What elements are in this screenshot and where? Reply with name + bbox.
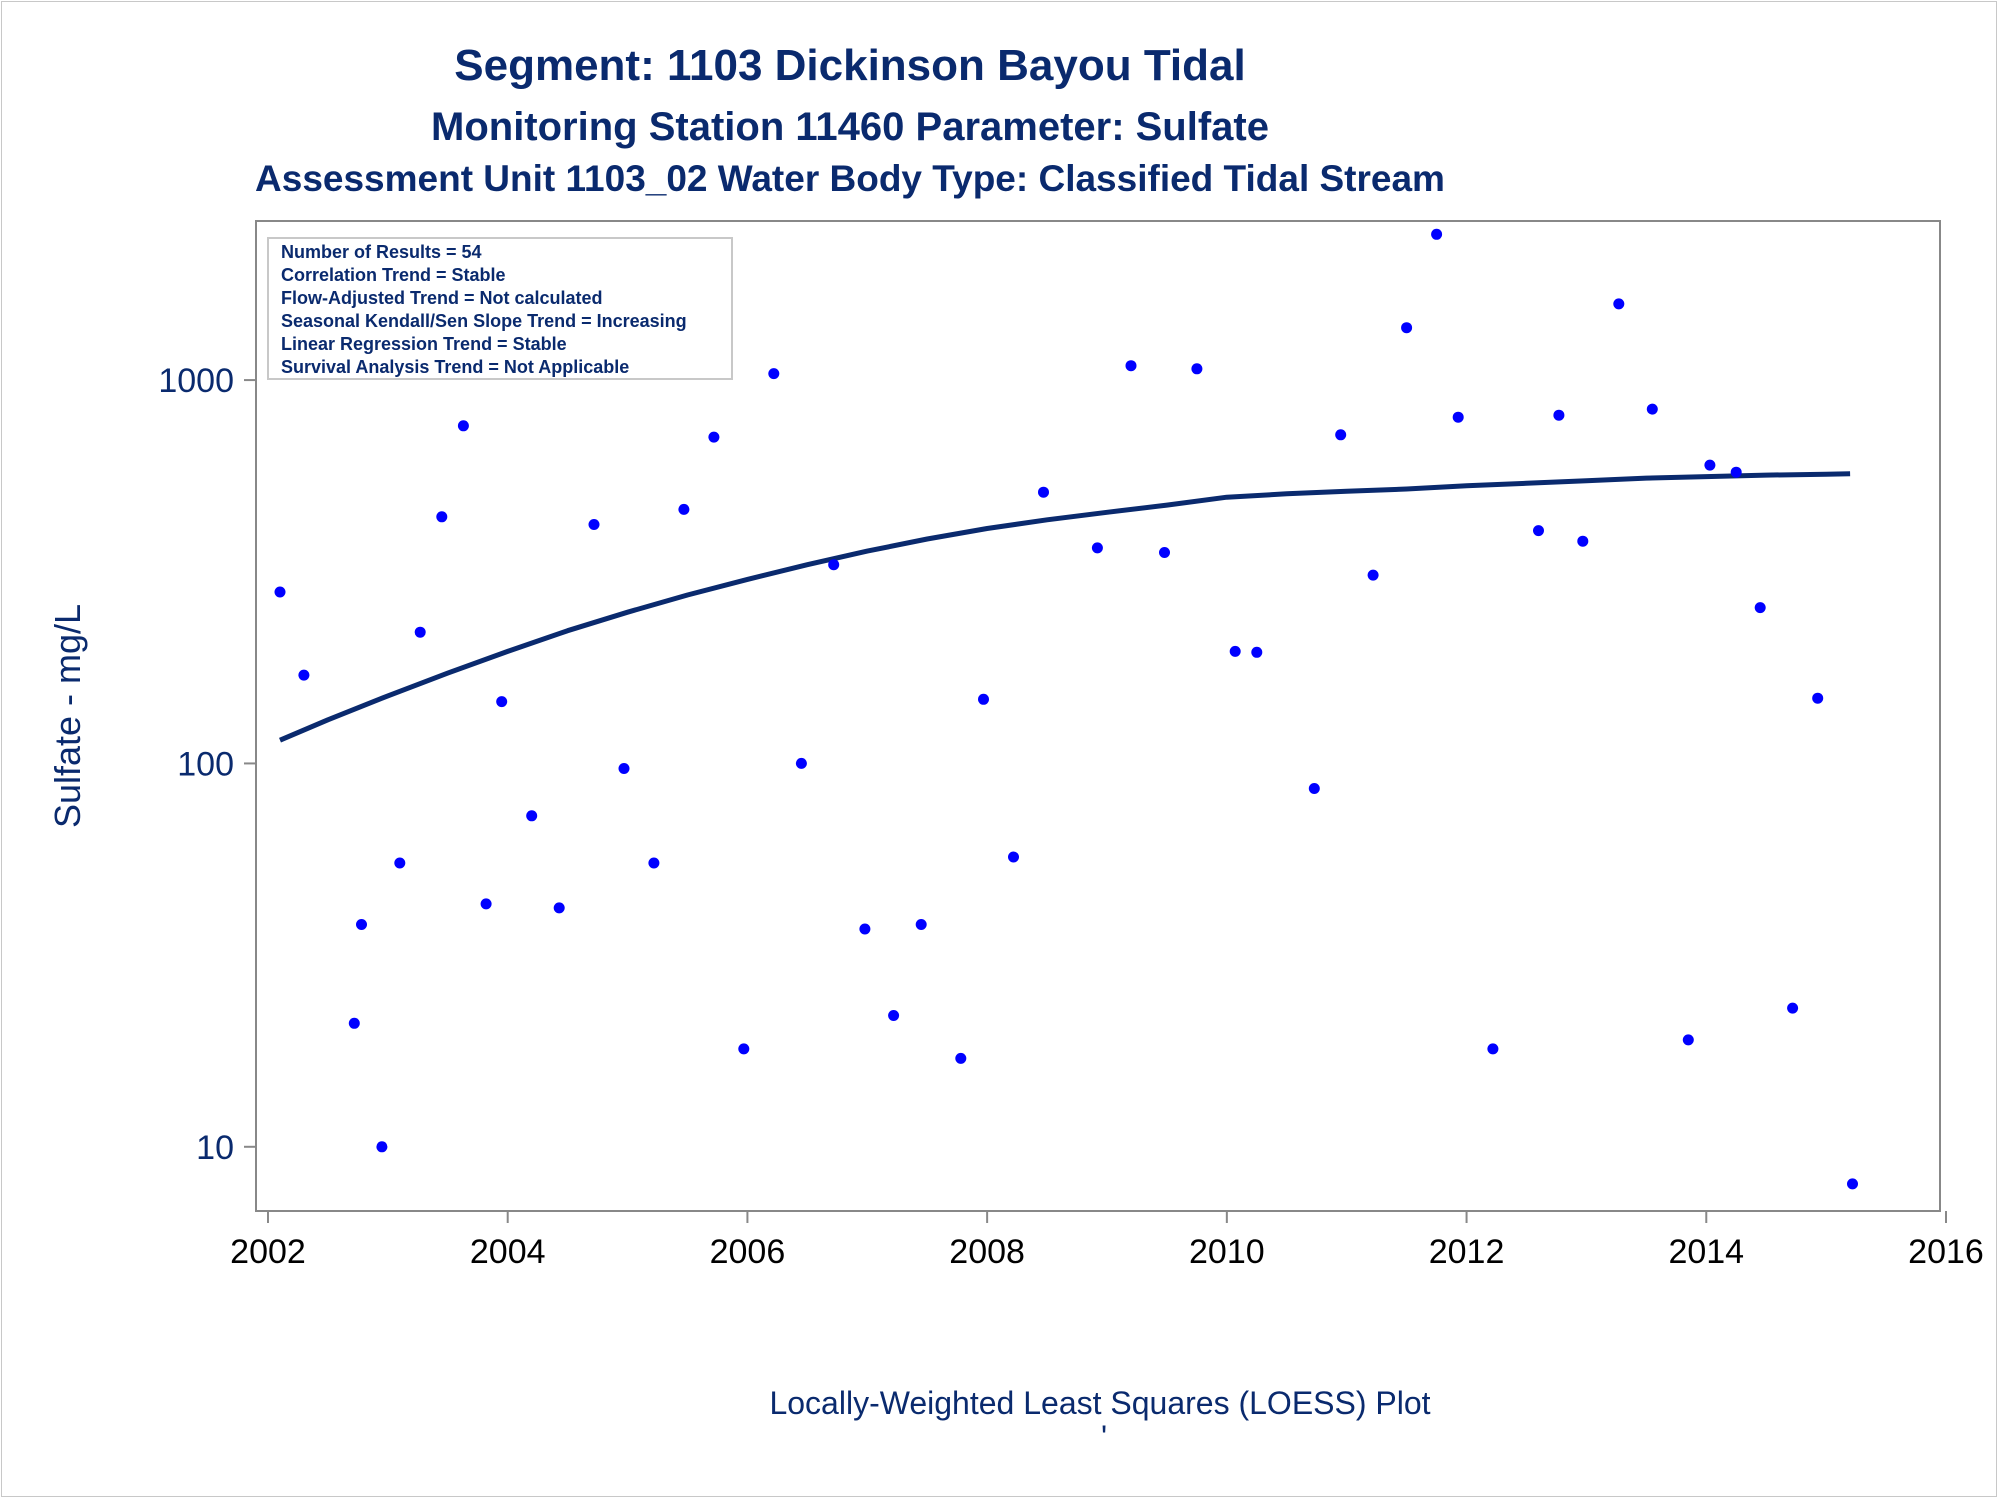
data-point <box>1847 1178 1858 1190</box>
chart-subtitle: Monitoring Station 11460 Parameter: Sulf… <box>431 105 1269 149</box>
stats-line-correlation: Correlation Trend = Stable <box>281 265 506 285</box>
chart-subtitle-2: Assessment Unit 1103_02 Water Body Type:… <box>255 158 1445 199</box>
data-point <box>859 923 871 935</box>
data-point <box>1533 525 1544 537</box>
data-point <box>1125 360 1137 372</box>
data-point <box>348 1017 360 1029</box>
data-point <box>356 919 367 930</box>
data-point <box>618 763 630 774</box>
data-point <box>1431 228 1443 240</box>
y-tick-label: 100 <box>177 745 234 783</box>
data-point <box>888 1010 900 1021</box>
data-point <box>394 857 406 869</box>
footnote: Locally-Weighted Least Squares (LOESS) P… <box>769 1385 1430 1421</box>
x-tick-label: 2008 <box>949 1233 1025 1271</box>
data-point <box>1787 1002 1799 1014</box>
data-point <box>768 368 780 380</box>
data-point <box>978 693 989 705</box>
data-point <box>457 420 469 432</box>
data-point <box>828 559 840 571</box>
data-point <box>1646 403 1658 415</box>
x-tick-label: 2010 <box>1189 1233 1265 1271</box>
data-point <box>526 810 538 822</box>
data-point <box>436 511 448 523</box>
data-point <box>1754 602 1766 614</box>
stats-box: Number of Results = 54 Correlation Trend… <box>267 237 733 380</box>
x-tick-label: 2014 <box>1668 1233 1744 1271</box>
data-point <box>1191 363 1203 375</box>
data-point <box>1487 1043 1499 1055</box>
y-axis-ticks: 10 100 1000 <box>158 362 256 1167</box>
data-point <box>1008 851 1019 863</box>
stats-line-flow-adjusted: Flow-Adjusted Trend = Not calculated <box>281 288 603 308</box>
stats-box-frame <box>267 237 733 380</box>
data-point <box>274 586 286 598</box>
data-point <box>955 1052 967 1064</box>
y-axis-label: Sulfate - mg/L <box>47 604 88 828</box>
loess-curve <box>279 471 1851 743</box>
data-point <box>1251 646 1263 658</box>
data-point <box>1812 692 1824 704</box>
data-point <box>1452 411 1464 423</box>
data-point <box>1335 429 1347 441</box>
data-point <box>1229 645 1241 657</box>
data-point <box>1730 466 1742 478</box>
x-tick-label: 2006 <box>710 1233 786 1271</box>
data-point <box>708 431 720 443</box>
data-point <box>1682 1034 1694 1046</box>
x-tick-label: 2016 <box>1908 1233 1984 1271</box>
x-tick-label: 2002 <box>230 1233 306 1271</box>
x-tick-label: 2012 <box>1429 1233 1505 1271</box>
data-point <box>648 857 660 869</box>
stats-line-survival: Survival Analysis Trend = Not Applicable <box>281 357 629 377</box>
data-point <box>915 919 927 930</box>
loess-layer <box>279 471 1851 743</box>
data-point <box>414 626 426 638</box>
chart-title: Segment: 1103 Dickinson Bayou Tidal <box>454 41 1245 90</box>
footnote-mark: ' <box>1101 1419 1107 1455</box>
stats-line-results: Number of Results = 54 <box>281 242 482 262</box>
data-point <box>795 757 807 769</box>
data-point <box>1613 298 1625 310</box>
x-tick-label: 2004 <box>470 1233 546 1271</box>
data-point <box>588 519 600 530</box>
data-point <box>1159 547 1170 558</box>
stats-line-seasonal-kendall: Seasonal Kendall/Sen Slope Trend = Incre… <box>281 311 687 331</box>
data-point <box>1308 783 1320 794</box>
y-tick-label: 10 <box>196 1129 234 1167</box>
data-point <box>376 1141 388 1153</box>
data-point <box>480 898 492 910</box>
data-point <box>1038 486 1049 498</box>
data-point <box>1091 542 1103 554</box>
data-point <box>1367 569 1379 581</box>
data-point <box>1553 409 1565 421</box>
x-axis-ticks: 2002 2004 2006 2008 2010 2012 2014 2016 <box>230 1211 1984 1271</box>
plot-area <box>255 220 1941 1212</box>
data-point <box>553 902 565 914</box>
data-points <box>274 228 1858 1190</box>
data-point <box>738 1043 750 1055</box>
data-point <box>1401 322 1413 334</box>
data-point <box>496 696 508 708</box>
data-point <box>298 669 310 681</box>
y-tick-label: 1000 <box>158 362 234 400</box>
data-point <box>678 503 690 515</box>
stats-line-linear-regression: Linear Regression Trend = Stable <box>281 334 567 354</box>
data-point <box>1577 535 1589 547</box>
data-point <box>1704 459 1716 471</box>
